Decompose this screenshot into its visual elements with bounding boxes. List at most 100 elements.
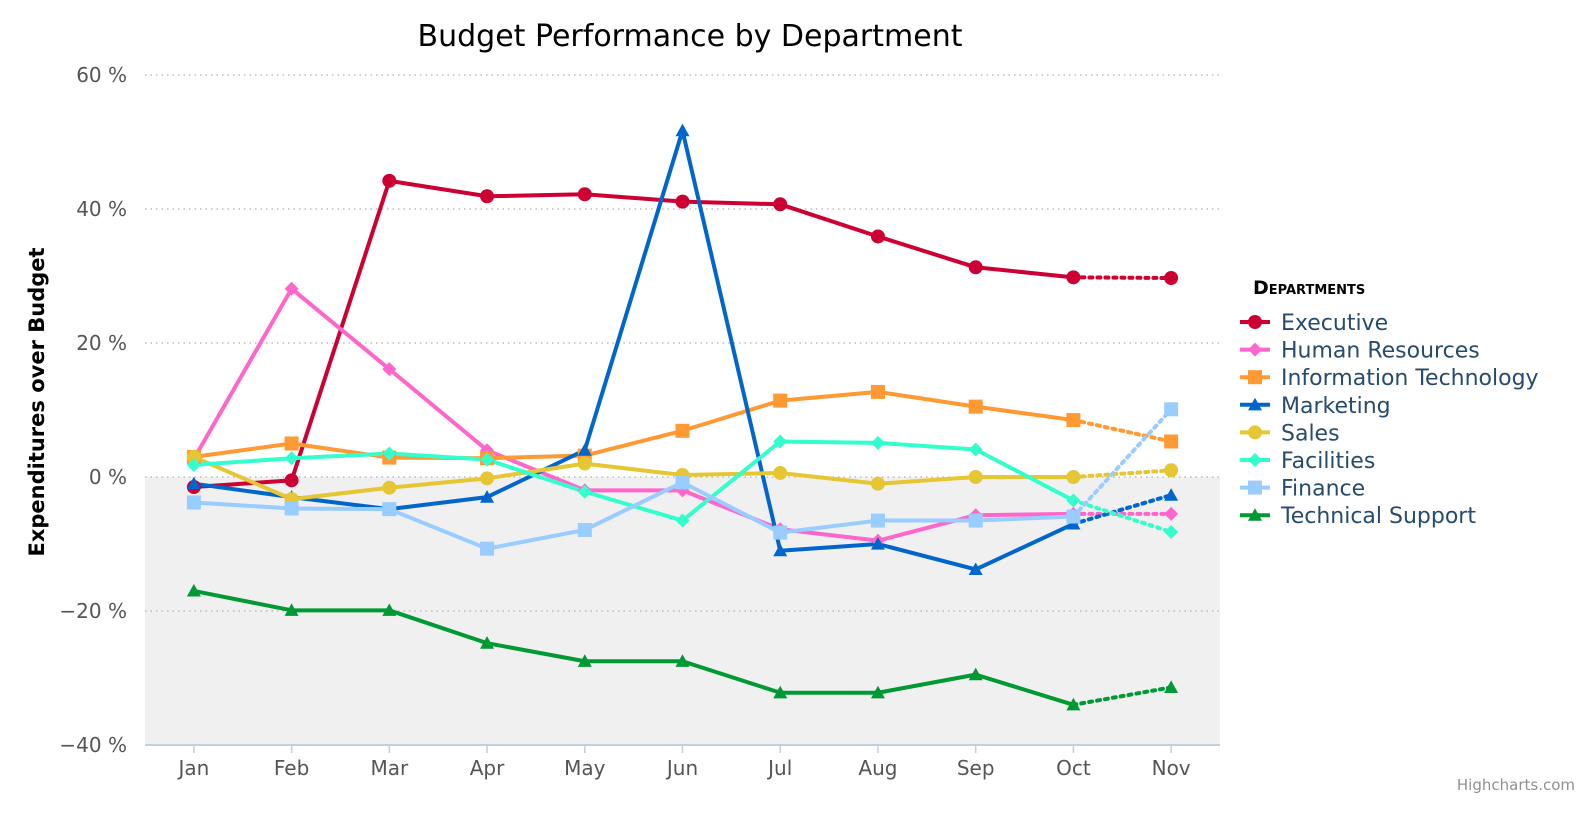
executive-data-point[interactable] [284, 473, 299, 488]
x-tick-label: Jun [665, 756, 698, 780]
marketing-series-line [191, 128, 1076, 572]
executive-data-point[interactable] [968, 260, 983, 275]
finance-data-point[interactable] [1164, 402, 1179, 417]
information-technology-data-point[interactable] [1066, 413, 1081, 428]
legend-symbol[interactable] [1248, 480, 1262, 495]
legend-item-human-resources[interactable]: Human Resources [1240, 339, 1480, 364]
human-resources-data-point[interactable] [284, 281, 299, 296]
technical-support-data-point[interactable] [577, 654, 592, 667]
information-technology-data-point[interactable] [284, 436, 299, 451]
technical-support-data-point[interactable] [675, 654, 690, 667]
marketing-data-point[interactable] [968, 562, 983, 576]
facilities-data-point[interactable] [480, 452, 495, 467]
marketing-data-point[interactable] [480, 490, 495, 503]
facilities-data-point[interactable] [1066, 493, 1081, 508]
finance-data-point[interactable] [773, 525, 788, 540]
x-tick-label: Sep [957, 756, 995, 780]
legend-symbol[interactable] [1248, 453, 1262, 467]
technical-support-data-point[interactable] [968, 667, 983, 681]
facilities-data-point[interactable] [870, 435, 885, 450]
credits-link[interactable]: Highcharts.com [1457, 776, 1575, 794]
marketing-data-point[interactable] [870, 537, 885, 550]
technical-support-data-point[interactable] [480, 636, 495, 649]
legend-item-sales[interactable]: Sales [1240, 421, 1340, 446]
finance-data-point[interactable] [1066, 509, 1081, 524]
executive-data-point[interactable] [1066, 270, 1081, 285]
technical-support-data-point[interactable] [284, 603, 299, 616]
information-technology-data-point[interactable] [675, 423, 690, 438]
x-tick-label: Mar [370, 756, 409, 780]
marketing-data-point[interactable] [186, 476, 201, 490]
facilities-data-point[interactable] [968, 442, 983, 457]
executive-data-point[interactable] [675, 194, 690, 209]
sales-data-point[interactable] [1066, 470, 1081, 484]
marketing-data-point[interactable] [773, 543, 788, 557]
marketing-series-forecast-line [1071, 493, 1174, 526]
finance-data-point[interactable] [186, 495, 201, 510]
x-axis-tick-labels: Jan Feb Mar Apr May Jun Jul Aug Sep Oct Nov [176, 745, 1191, 780]
information-technology-data-point[interactable] [773, 393, 788, 408]
facilities-data-point[interactable] [675, 513, 690, 528]
technical-support-data-point[interactable] [382, 603, 397, 616]
information-technology-data-point[interactable] [1164, 434, 1179, 449]
executive-data-point[interactable] [480, 189, 495, 204]
marketing-data-point[interactable] [675, 123, 690, 137]
legend-symbol[interactable] [1248, 370, 1262, 385]
technical-support-data-point[interactable] [870, 685, 885, 699]
marketing-data-point[interactable] [577, 443, 592, 456]
executive-data-point[interactable] [1164, 271, 1179, 286]
facilities-data-point[interactable] [284, 451, 299, 466]
executive-data-point[interactable] [382, 173, 397, 188]
facilities-data-point[interactable] [577, 484, 592, 499]
information-technology-data-point[interactable] [870, 384, 885, 399]
legend-item-information-technology[interactable]: Information Technology [1240, 366, 1539, 391]
finance-data-point[interactable] [284, 501, 299, 516]
human-resources-data-point[interactable] [1164, 506, 1179, 521]
executive-data-point[interactable] [773, 197, 788, 212]
technical-support-data-point[interactable] [1066, 697, 1081, 711]
finance-data-point[interactable] [480, 541, 495, 556]
technical-support-series-line [191, 588, 1076, 707]
legend-symbol[interactable] [1248, 315, 1262, 329]
sales-data-point[interactable] [968, 470, 983, 484]
legend-item-finance[interactable]: Finance [1240, 477, 1365, 502]
y-tick-label: 60 % [76, 63, 127, 87]
facilities-data-point[interactable] [773, 434, 788, 449]
executive-data-point[interactable] [577, 187, 592, 202]
human-resources-data-point[interactable] [382, 362, 397, 377]
sales-data-point[interactable] [480, 471, 495, 486]
legend-item-executive[interactable]: Executive [1240, 311, 1388, 336]
marketing-data-point[interactable] [1164, 488, 1179, 501]
facilities-data-point[interactable] [1164, 524, 1179, 539]
sales-data-point[interactable] [1164, 463, 1179, 478]
legend-item-facilities[interactable]: Facilities [1240, 449, 1375, 474]
finance-data-point[interactable] [870, 513, 885, 528]
legend-symbol[interactable] [1248, 425, 1262, 440]
information-technology-data-point[interactable] [968, 399, 983, 414]
legend-symbol[interactable] [1248, 397, 1262, 411]
legend-item-marketing[interactable]: Marketing [1240, 394, 1391, 419]
finance-data-point[interactable] [968, 513, 983, 528]
finance-series-forecast-line [1071, 407, 1174, 519]
facilities-data-point[interactable] [186, 457, 201, 472]
finance-data-point[interactable] [577, 522, 592, 537]
facilities-data-point[interactable] [382, 446, 397, 461]
technical-support-data-point[interactable] [186, 583, 201, 597]
series-markers [186, 123, 1179, 711]
x-tick-label: Jan [176, 756, 209, 780]
x-tick-label: Apr [470, 756, 505, 780]
sales-data-point[interactable] [773, 465, 788, 480]
legend-item-technical-support[interactable]: Technical Support [1240, 504, 1476, 529]
legend-symbol[interactable] [1248, 508, 1262, 521]
sales-data-point[interactable] [870, 476, 885, 491]
sales-data-point[interactable] [382, 480, 397, 495]
finance-data-point[interactable] [675, 475, 690, 490]
legend-symbol[interactable] [1248, 342, 1262, 357]
sales-data-point[interactable] [186, 449, 201, 464]
technical-support-data-point[interactable] [773, 685, 788, 699]
finance-data-point[interactable] [382, 502, 397, 517]
technical-support-data-point[interactable] [1164, 680, 1179, 693]
sales-data-point[interactable] [577, 456, 592, 471]
y-tick-label: 0 % [89, 465, 127, 489]
executive-data-point[interactable] [870, 229, 885, 244]
